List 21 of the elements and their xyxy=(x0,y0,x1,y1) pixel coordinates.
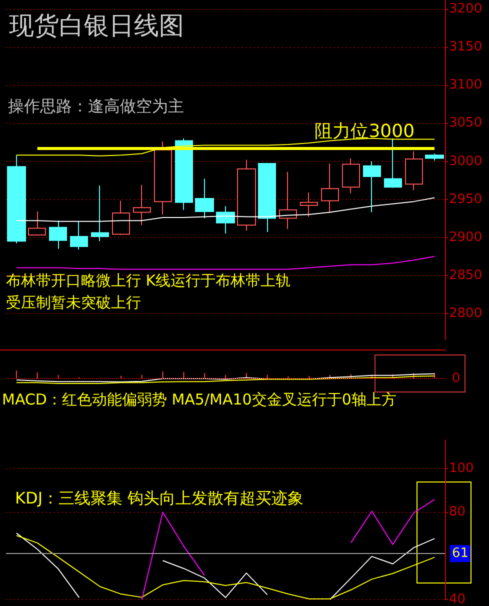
y-tick-label: 3050 xyxy=(449,116,482,131)
y-tick-label: 2850 xyxy=(449,268,482,283)
annotation: KDJ：三线聚集 钩头向上发散有超买迹象 xyxy=(15,488,304,508)
text: MACD：红色动能偏弱势 MA5/MA10交金叉运行于0轴上方 xyxy=(2,390,396,408)
y-tick-label: 100 xyxy=(449,460,474,476)
y-tick-label: 3150 xyxy=(449,40,482,55)
y-tick-label: 3000 xyxy=(449,154,482,169)
y-tick-label: 2800 xyxy=(449,306,482,321)
y-tick-label: 40 xyxy=(449,592,466,606)
y-tick-label: 3200 xyxy=(449,2,482,17)
y-tick-label: 2950 xyxy=(449,192,482,207)
annotation: 布林带开口略微上行 K线运行于布林带上轨 xyxy=(6,272,291,290)
y-tick-label: 3100 xyxy=(449,78,482,93)
text: 现货白银日线图 xyxy=(9,11,184,40)
y-tick-label: 80 xyxy=(449,504,466,520)
annotation: 操作思路：逢高做空为主 xyxy=(8,96,184,116)
ref-line-label: 0 xyxy=(452,371,460,386)
ref-line-label: 61 xyxy=(452,546,469,562)
y-tick-label: 2900 xyxy=(449,230,482,245)
annotation: 受压制暂未突破上行 xyxy=(6,294,141,312)
ref-line-label: 阻力位3000 xyxy=(314,120,415,142)
